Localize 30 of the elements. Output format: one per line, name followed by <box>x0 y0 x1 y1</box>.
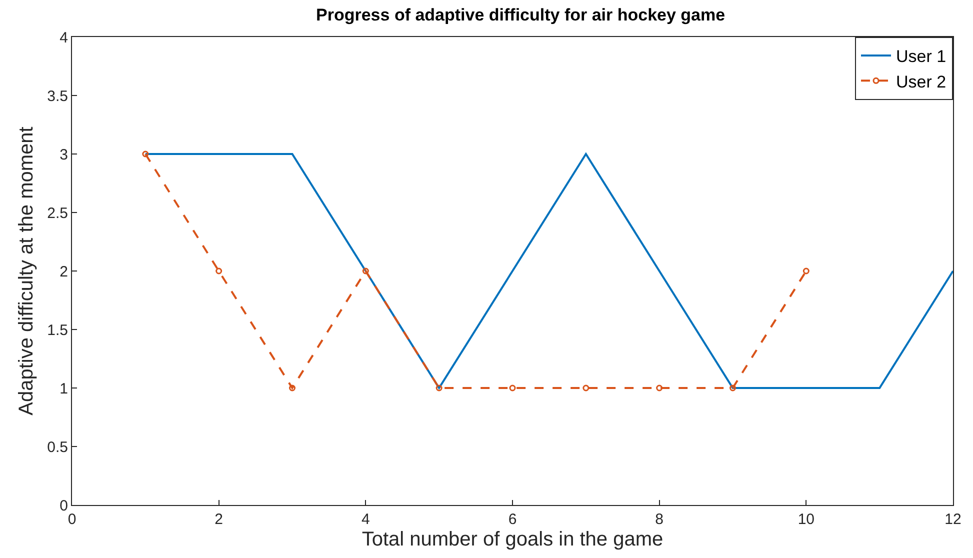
y-axis-title: Adaptive difficulty at the moment <box>16 126 38 416</box>
y-tick-label: 3 <box>60 146 68 164</box>
point <box>289 384 296 392</box>
x-tick-label: 10 <box>798 511 815 528</box>
y-tick-label: 4 <box>60 29 68 46</box>
y-tick-label: 0.5 <box>47 438 68 456</box>
x-axis-title: Total number of goals in the game <box>362 528 664 550</box>
point <box>362 268 369 274</box>
y-tick-label: 3.5 <box>47 88 68 105</box>
point <box>582 384 590 392</box>
x-tick-label: 6 <box>508 511 517 528</box>
y-tick-label: 2 <box>60 263 68 280</box>
point <box>656 384 663 392</box>
legend-label: User 2 <box>896 72 946 92</box>
y-tick-label: 1 <box>60 380 68 398</box>
point <box>436 384 442 392</box>
point <box>802 268 810 274</box>
y-tick-label: 2.5 <box>47 204 68 222</box>
x-tick-label: 4 <box>362 511 370 528</box>
x-tick-label: 8 <box>655 511 664 528</box>
legend-label: User 1 <box>896 47 946 66</box>
y-tick-label: 1.5 <box>47 322 68 339</box>
point <box>216 268 222 274</box>
point <box>730 384 736 392</box>
point <box>142 150 149 158</box>
point <box>509 384 516 392</box>
x-tick-label: 2 <box>214 511 223 528</box>
x-tick-label: 12 <box>944 511 962 528</box>
y-tick-label: 0 <box>60 497 68 514</box>
chart-title: Progress of adaptive difficulty for air hockey game <box>316 5 726 24</box>
